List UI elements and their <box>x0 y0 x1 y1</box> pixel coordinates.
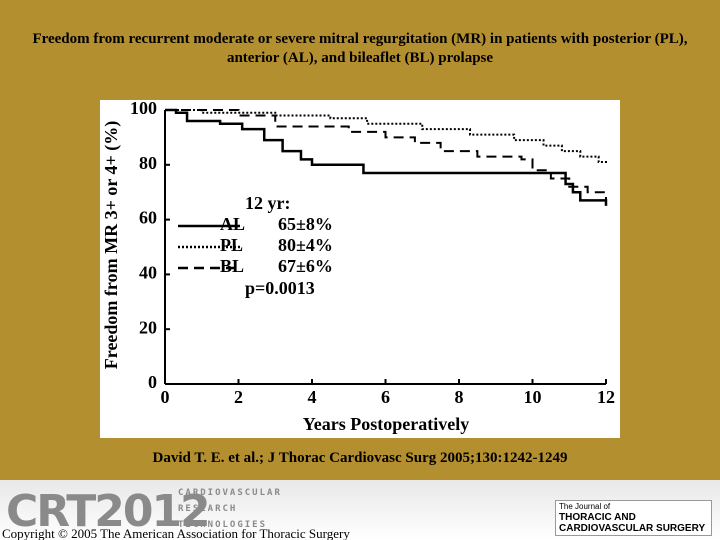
logo-line: CARDIOVASCULAR <box>178 488 282 498</box>
legend-value: 80±4% <box>278 235 333 255</box>
x-tick-label: 0 <box>161 387 170 407</box>
chart: Freedom from MR 3+ or 4+ (%) Years Posto… <box>100 100 620 438</box>
chart-title: Freedom from recurrent moderate or sever… <box>32 31 688 66</box>
y-axis-label: Freedom from MR 3+ or 4+ (%) <box>101 121 122 369</box>
journal-line: CARDIOVASCULAR SURGERY <box>559 523 706 534</box>
y-tick-label: 0 <box>148 372 157 392</box>
logo-line: TECHNOLOGIES <box>178 520 268 530</box>
footer: CRT2012 CARDIOVASCULAR RESEARCH TECHNOLO… <box>0 480 720 540</box>
x-tick-label: 2 <box>234 387 243 407</box>
y-tick-label: 100 <box>130 100 157 118</box>
x-tick-label: 4 <box>308 387 317 407</box>
y-tick-label: 20 <box>139 317 157 337</box>
y-tick-label: 80 <box>139 153 157 173</box>
x-tick-label: 12 <box>597 387 615 407</box>
citation: David T. E. et al.; J Thorac Cardiovasc … <box>152 450 568 466</box>
legend-label: AL <box>220 214 245 234</box>
legend-label: BL <box>220 256 244 276</box>
logo-line: RESEARCH <box>178 504 238 514</box>
x-tick-label: 6 <box>381 387 390 407</box>
legend-value: 65±8% <box>278 214 333 234</box>
journal-line: The Journal of <box>559 502 611 511</box>
legend-title: 12 yr: <box>245 193 290 213</box>
x-tick-label: 8 <box>455 387 464 407</box>
journal-line: THORACIC AND <box>559 512 636 523</box>
survival-line <box>165 109 607 165</box>
survival-line <box>165 108 608 206</box>
x-axis-label: Years Postoperatively <box>303 414 469 434</box>
y-tick-label: 40 <box>139 263 157 283</box>
copyright: Copyright © 2005 The American Associatio… <box>2 526 350 540</box>
survival-line <box>165 109 607 201</box>
p-value: p=0.0013 <box>245 278 315 298</box>
logo: CRT2012 <box>6 486 211 537</box>
legend-label: PL <box>220 235 243 255</box>
journal-logo: The Journal of THORACIC AND CARDIOVASCUL… <box>555 500 712 536</box>
legend-value: 67±6% <box>278 256 333 276</box>
x-tick-label: 10 <box>524 387 542 407</box>
y-tick-label: 60 <box>139 208 157 228</box>
